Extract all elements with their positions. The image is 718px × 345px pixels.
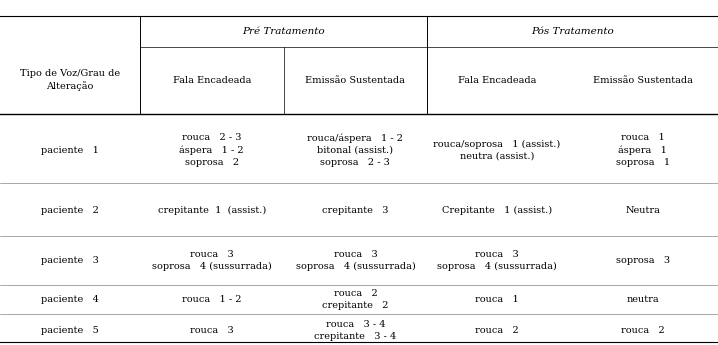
Text: Fala Encadeada: Fala Encadeada — [457, 76, 536, 85]
Text: paciente   3: paciente 3 — [41, 256, 98, 265]
Text: Emissão Sustentada: Emissão Sustentada — [592, 76, 693, 85]
Text: Emissão Sustentada: Emissão Sustentada — [305, 76, 406, 85]
Text: rouca   3
soprosa   4 (sussurrada): rouca 3 soprosa 4 (sussurrada) — [437, 250, 556, 271]
Text: crepitante  1  (assist.): crepitante 1 (assist.) — [158, 206, 266, 215]
Text: rouca   3 - 4
crepitante   3 - 4: rouca 3 - 4 crepitante 3 - 4 — [314, 320, 396, 341]
Text: paciente   4: paciente 4 — [41, 295, 98, 304]
Text: paciente   2: paciente 2 — [41, 206, 98, 215]
Text: rouca   2: rouca 2 — [621, 326, 664, 335]
Text: rouca   1 - 2: rouca 1 - 2 — [182, 295, 241, 304]
Text: rouca/soprosa   1 (assist.)
neutra (assist.): rouca/soprosa 1 (assist.) neutra (assist… — [433, 140, 561, 160]
Text: paciente   5: paciente 5 — [41, 326, 98, 335]
Text: Crepitante   1 (assist.): Crepitante 1 (assist.) — [442, 206, 552, 215]
Text: crepitante   3: crepitante 3 — [322, 206, 388, 215]
Text: Pós Tratamento: Pós Tratamento — [531, 27, 614, 36]
Text: Fala Encadeada: Fala Encadeada — [172, 76, 251, 85]
Text: soprosa   3: soprosa 3 — [615, 256, 670, 265]
Text: rouca   3: rouca 3 — [190, 326, 233, 335]
Text: paciente   1: paciente 1 — [41, 146, 98, 155]
Text: rouca   3
soprosa   4 (sussurrada): rouca 3 soprosa 4 (sussurrada) — [152, 250, 271, 271]
Text: rouca   2
crepitante   2: rouca 2 crepitante 2 — [322, 289, 388, 310]
Text: Neutra: Neutra — [625, 206, 660, 215]
Text: Pré Tratamento: Pré Tratamento — [242, 27, 325, 36]
Text: neutra: neutra — [626, 295, 659, 304]
Text: rouca   1
áspera   1
soprosa   1: rouca 1 áspera 1 soprosa 1 — [615, 134, 670, 167]
Text: rouca   2 - 3
áspera   1 - 2
soprosa   2: rouca 2 - 3 áspera 1 - 2 soprosa 2 — [180, 134, 244, 167]
Text: Tipo de Voz/Grau de
Alteração: Tipo de Voz/Grau de Alteração — [19, 69, 120, 91]
Text: rouca   3
soprosa   4 (sussurrada): rouca 3 soprosa 4 (sussurrada) — [296, 250, 415, 271]
Text: rouca   2: rouca 2 — [475, 326, 518, 335]
Text: rouca/áspera   1 - 2
bitonal (assist.)
soprosa   2 - 3: rouca/áspera 1 - 2 bitonal (assist.) sop… — [307, 134, 404, 167]
Text: rouca   1: rouca 1 — [475, 295, 518, 304]
